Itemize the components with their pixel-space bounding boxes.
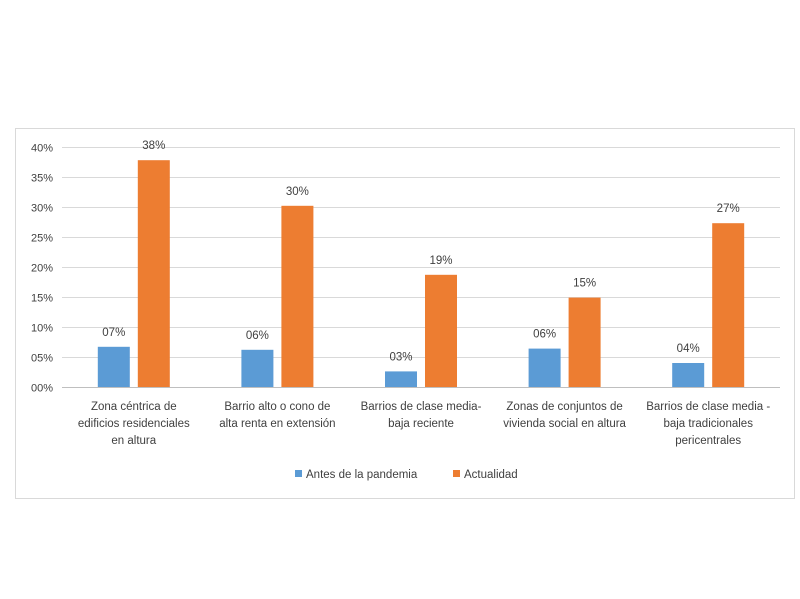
category-label: baja reciente xyxy=(388,418,454,430)
category-label: Zonas de conjuntos de xyxy=(506,401,622,413)
y-tick-label: 15% xyxy=(31,293,53,305)
bar-actualidad xyxy=(712,223,745,387)
bar-actualidad xyxy=(137,160,170,387)
y-tick-label: 25% xyxy=(31,233,53,245)
bar-antes xyxy=(385,371,417,387)
legend-swatch xyxy=(295,470,302,477)
category-label: vivienda social en altura xyxy=(503,418,626,430)
bar-antes xyxy=(528,348,561,387)
legend-label: Antes de la pandemia xyxy=(306,469,418,481)
category-label: pericentrales xyxy=(675,435,741,447)
bar-actualidad xyxy=(281,205,314,387)
category-labels: Zona céntrica de edificios residenciales e… xyxy=(78,401,771,447)
bar-antes xyxy=(672,363,705,387)
y-tick-label: 35% xyxy=(31,173,53,185)
legend-swatch xyxy=(453,470,460,477)
category-label: Barrio alto o cono de xyxy=(224,401,330,413)
bar-actualidad xyxy=(425,274,457,387)
category-label: en altura xyxy=(111,435,156,447)
data-label: 27% xyxy=(717,203,740,215)
data-label: 30% xyxy=(286,186,309,198)
category-label: Barrios de clase media - xyxy=(646,401,770,413)
data-label: 03% xyxy=(389,351,412,363)
category-label: Zona céntrica de xyxy=(91,401,177,413)
category-label: baja tradicionales xyxy=(663,418,753,430)
data-label: 07% xyxy=(102,327,125,339)
data-label: 38% xyxy=(142,140,165,152)
data-label: 06% xyxy=(246,330,269,342)
chart-border xyxy=(15,128,795,499)
bar-antes xyxy=(97,346,130,387)
data-label: 19% xyxy=(429,255,452,267)
category-label: Barrios de clase media- xyxy=(361,401,482,413)
data-label: 15% xyxy=(573,278,596,290)
y-tick-label: 10% xyxy=(31,323,53,335)
y-axis-ticks: 00% 05% 10% 15% 20% 25% 30% 35% 40% xyxy=(31,143,53,395)
category-label: alta renta en extensión xyxy=(219,418,335,430)
bar-antes xyxy=(241,349,274,387)
y-tick-label: 00% xyxy=(31,383,53,395)
y-tick-label: 05% xyxy=(31,353,53,365)
legend: Antes de la pandemia Actualidad xyxy=(295,469,518,481)
gridlines xyxy=(62,147,780,388)
data-labels: 07% 38% 06% 30% 03% 19% 06% 15% 04% 27% xyxy=(102,140,739,363)
y-tick-label: 30% xyxy=(31,203,53,215)
legend-label: Actualidad xyxy=(464,469,518,481)
y-tick-label: 20% xyxy=(31,263,53,275)
bars xyxy=(97,160,745,387)
data-label: 04% xyxy=(677,343,700,355)
category-label: edificios residenciales xyxy=(78,418,190,430)
y-tick-label: 40% xyxy=(31,143,53,155)
data-label: 06% xyxy=(533,329,556,341)
bar-actualidad xyxy=(568,297,601,387)
